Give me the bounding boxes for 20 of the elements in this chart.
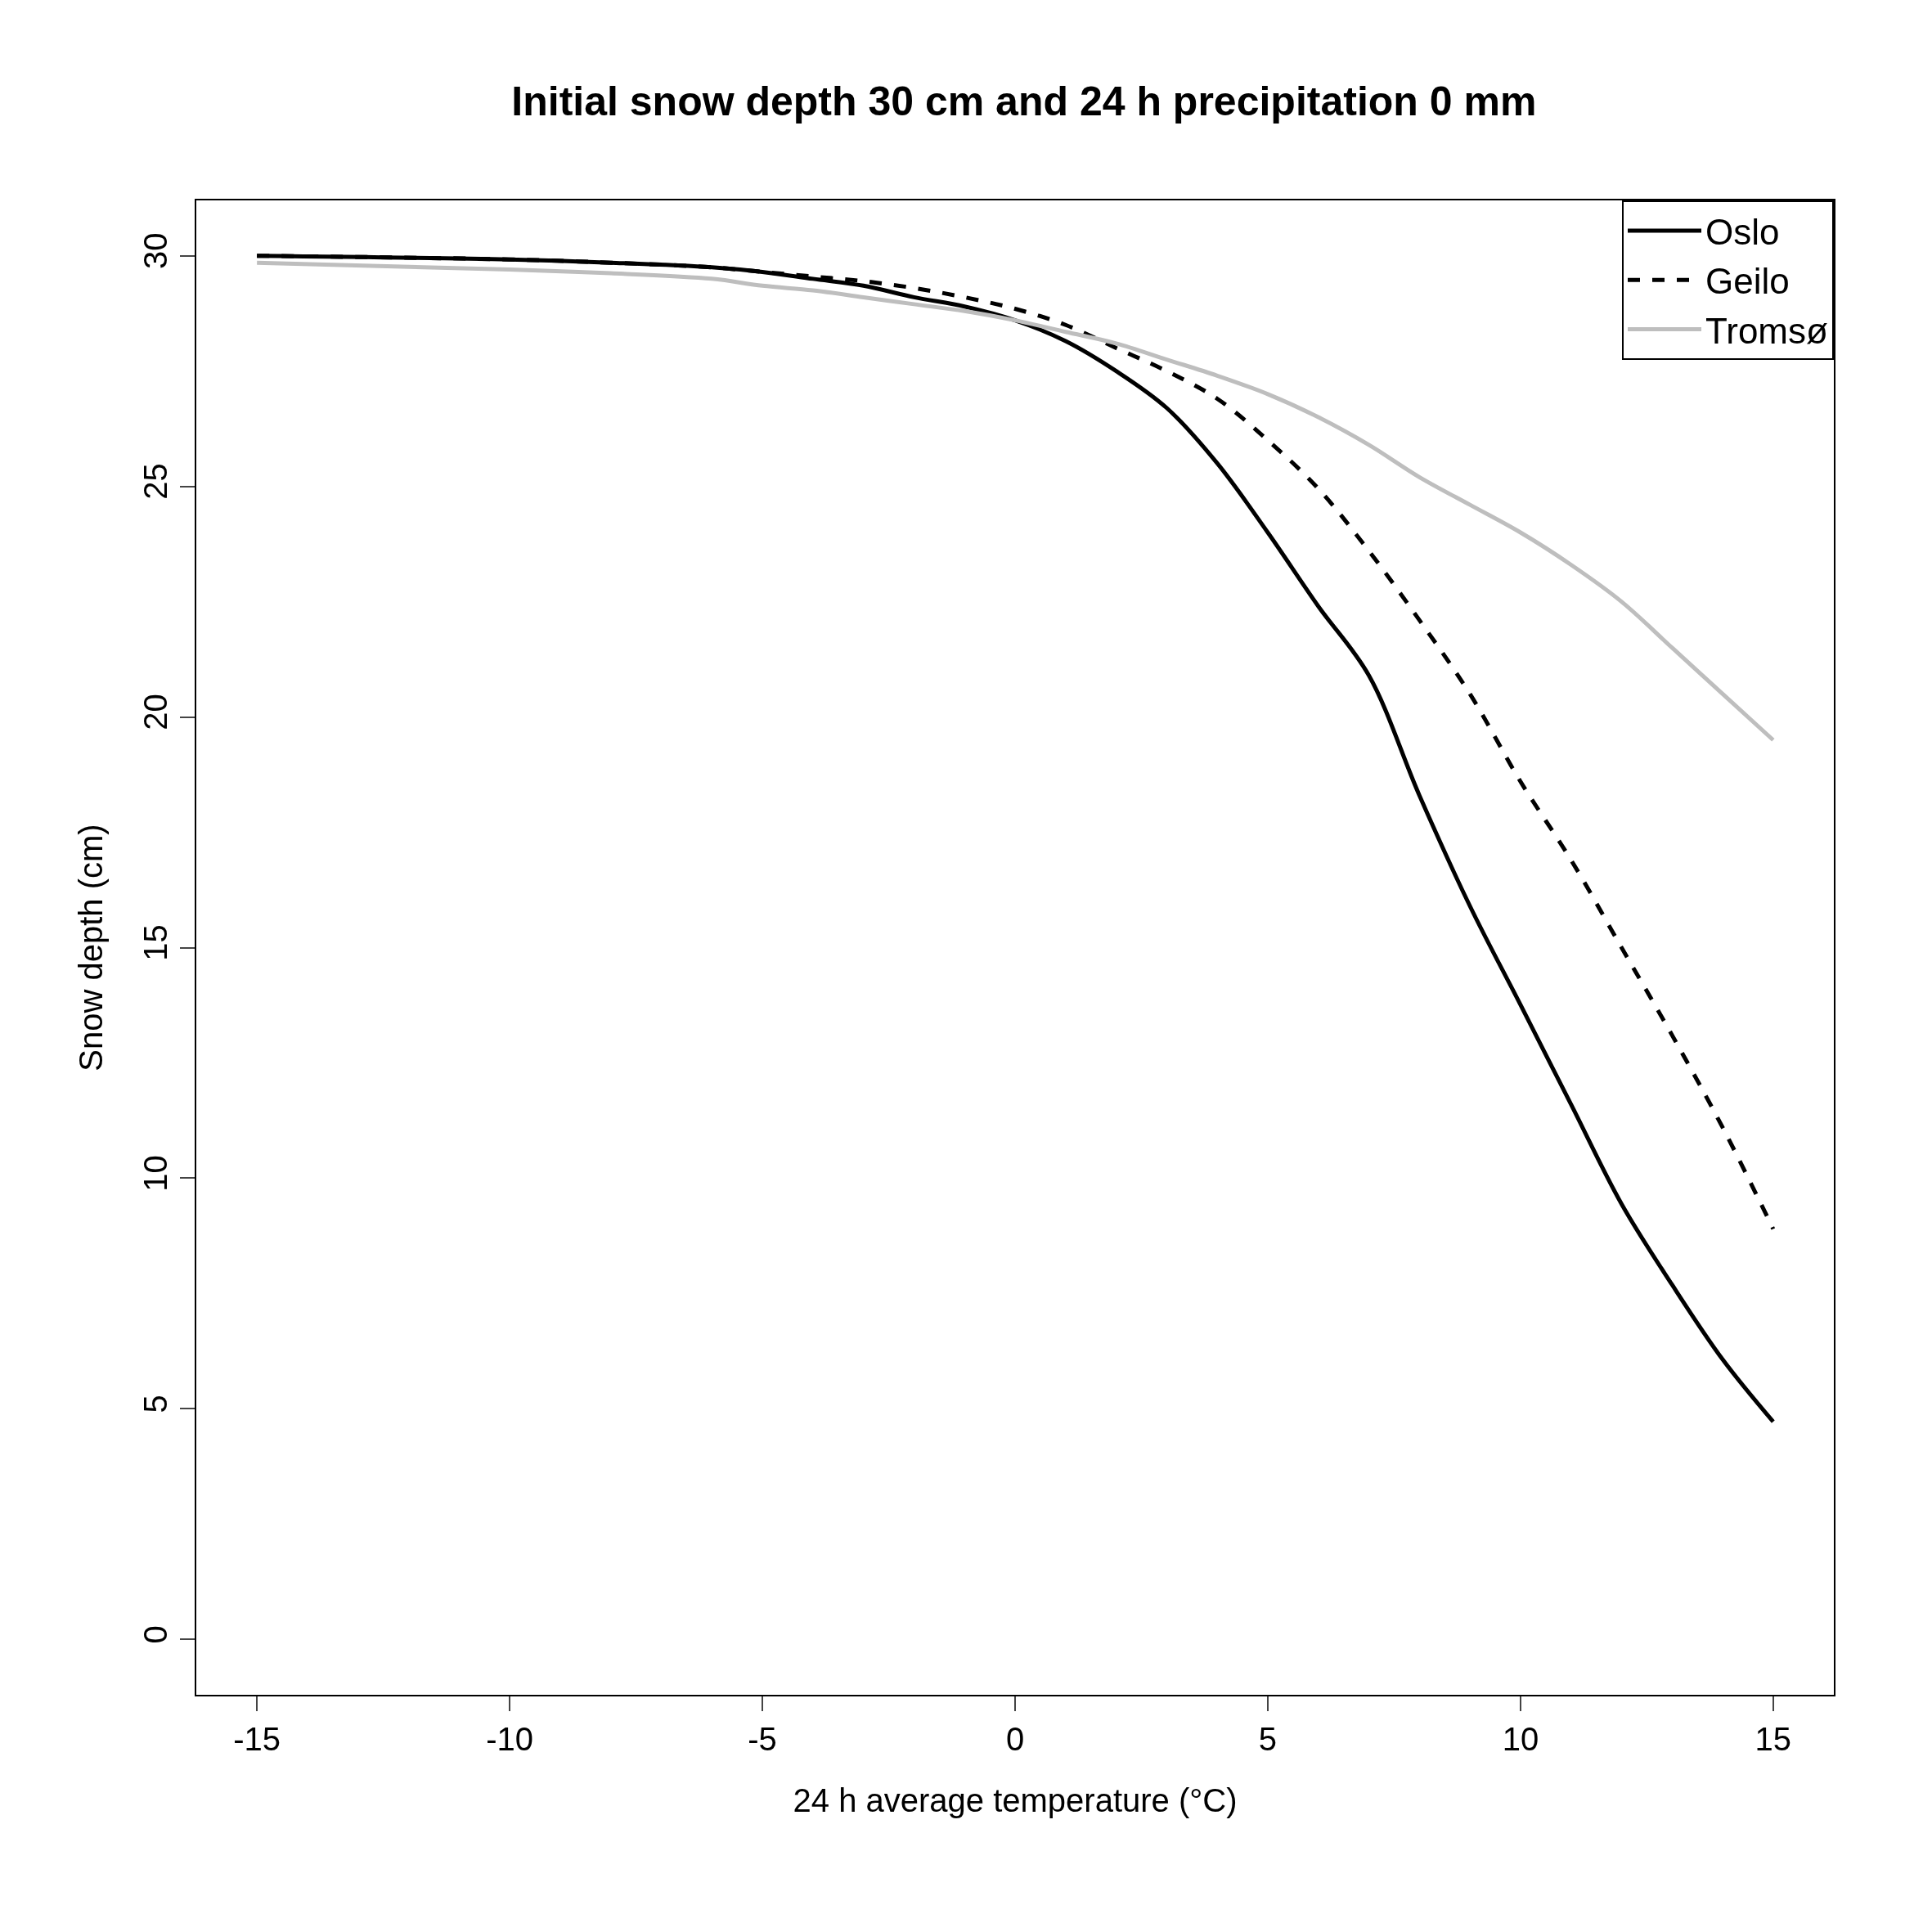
y-tick-label: 0 xyxy=(137,1625,173,1644)
legend-label: Tromsø xyxy=(1705,310,1828,351)
y-tick-label: 5 xyxy=(137,1395,173,1413)
x-tick-label: 0 xyxy=(1005,1721,1025,1757)
chart-title: Initial snow depth 30 cm and 24 h precipitation 0 mm xyxy=(511,79,1537,125)
x-tick-label: -5 xyxy=(748,1721,777,1757)
y-tick-label: 30 xyxy=(137,232,173,269)
x-tick-label: 10 xyxy=(1502,1721,1539,1757)
x-tick-label: -10 xyxy=(486,1721,534,1757)
x-tick-label: -15 xyxy=(233,1721,281,1757)
y-tick-label: 20 xyxy=(137,694,173,730)
y-tick-label: 10 xyxy=(137,1155,173,1192)
legend-label: Geilo xyxy=(1705,261,1790,302)
x-axis-title: 24 h average temperature (°C) xyxy=(793,1782,1238,1818)
y-axis-title: Snow depth (cm) xyxy=(73,824,109,1072)
y-tick-label: 25 xyxy=(137,463,173,500)
legend-label: Oslo xyxy=(1705,212,1780,253)
y-tick-label: 15 xyxy=(137,924,173,961)
x-tick-label: 5 xyxy=(1258,1721,1278,1757)
x-tick-label: 15 xyxy=(1755,1721,1792,1757)
